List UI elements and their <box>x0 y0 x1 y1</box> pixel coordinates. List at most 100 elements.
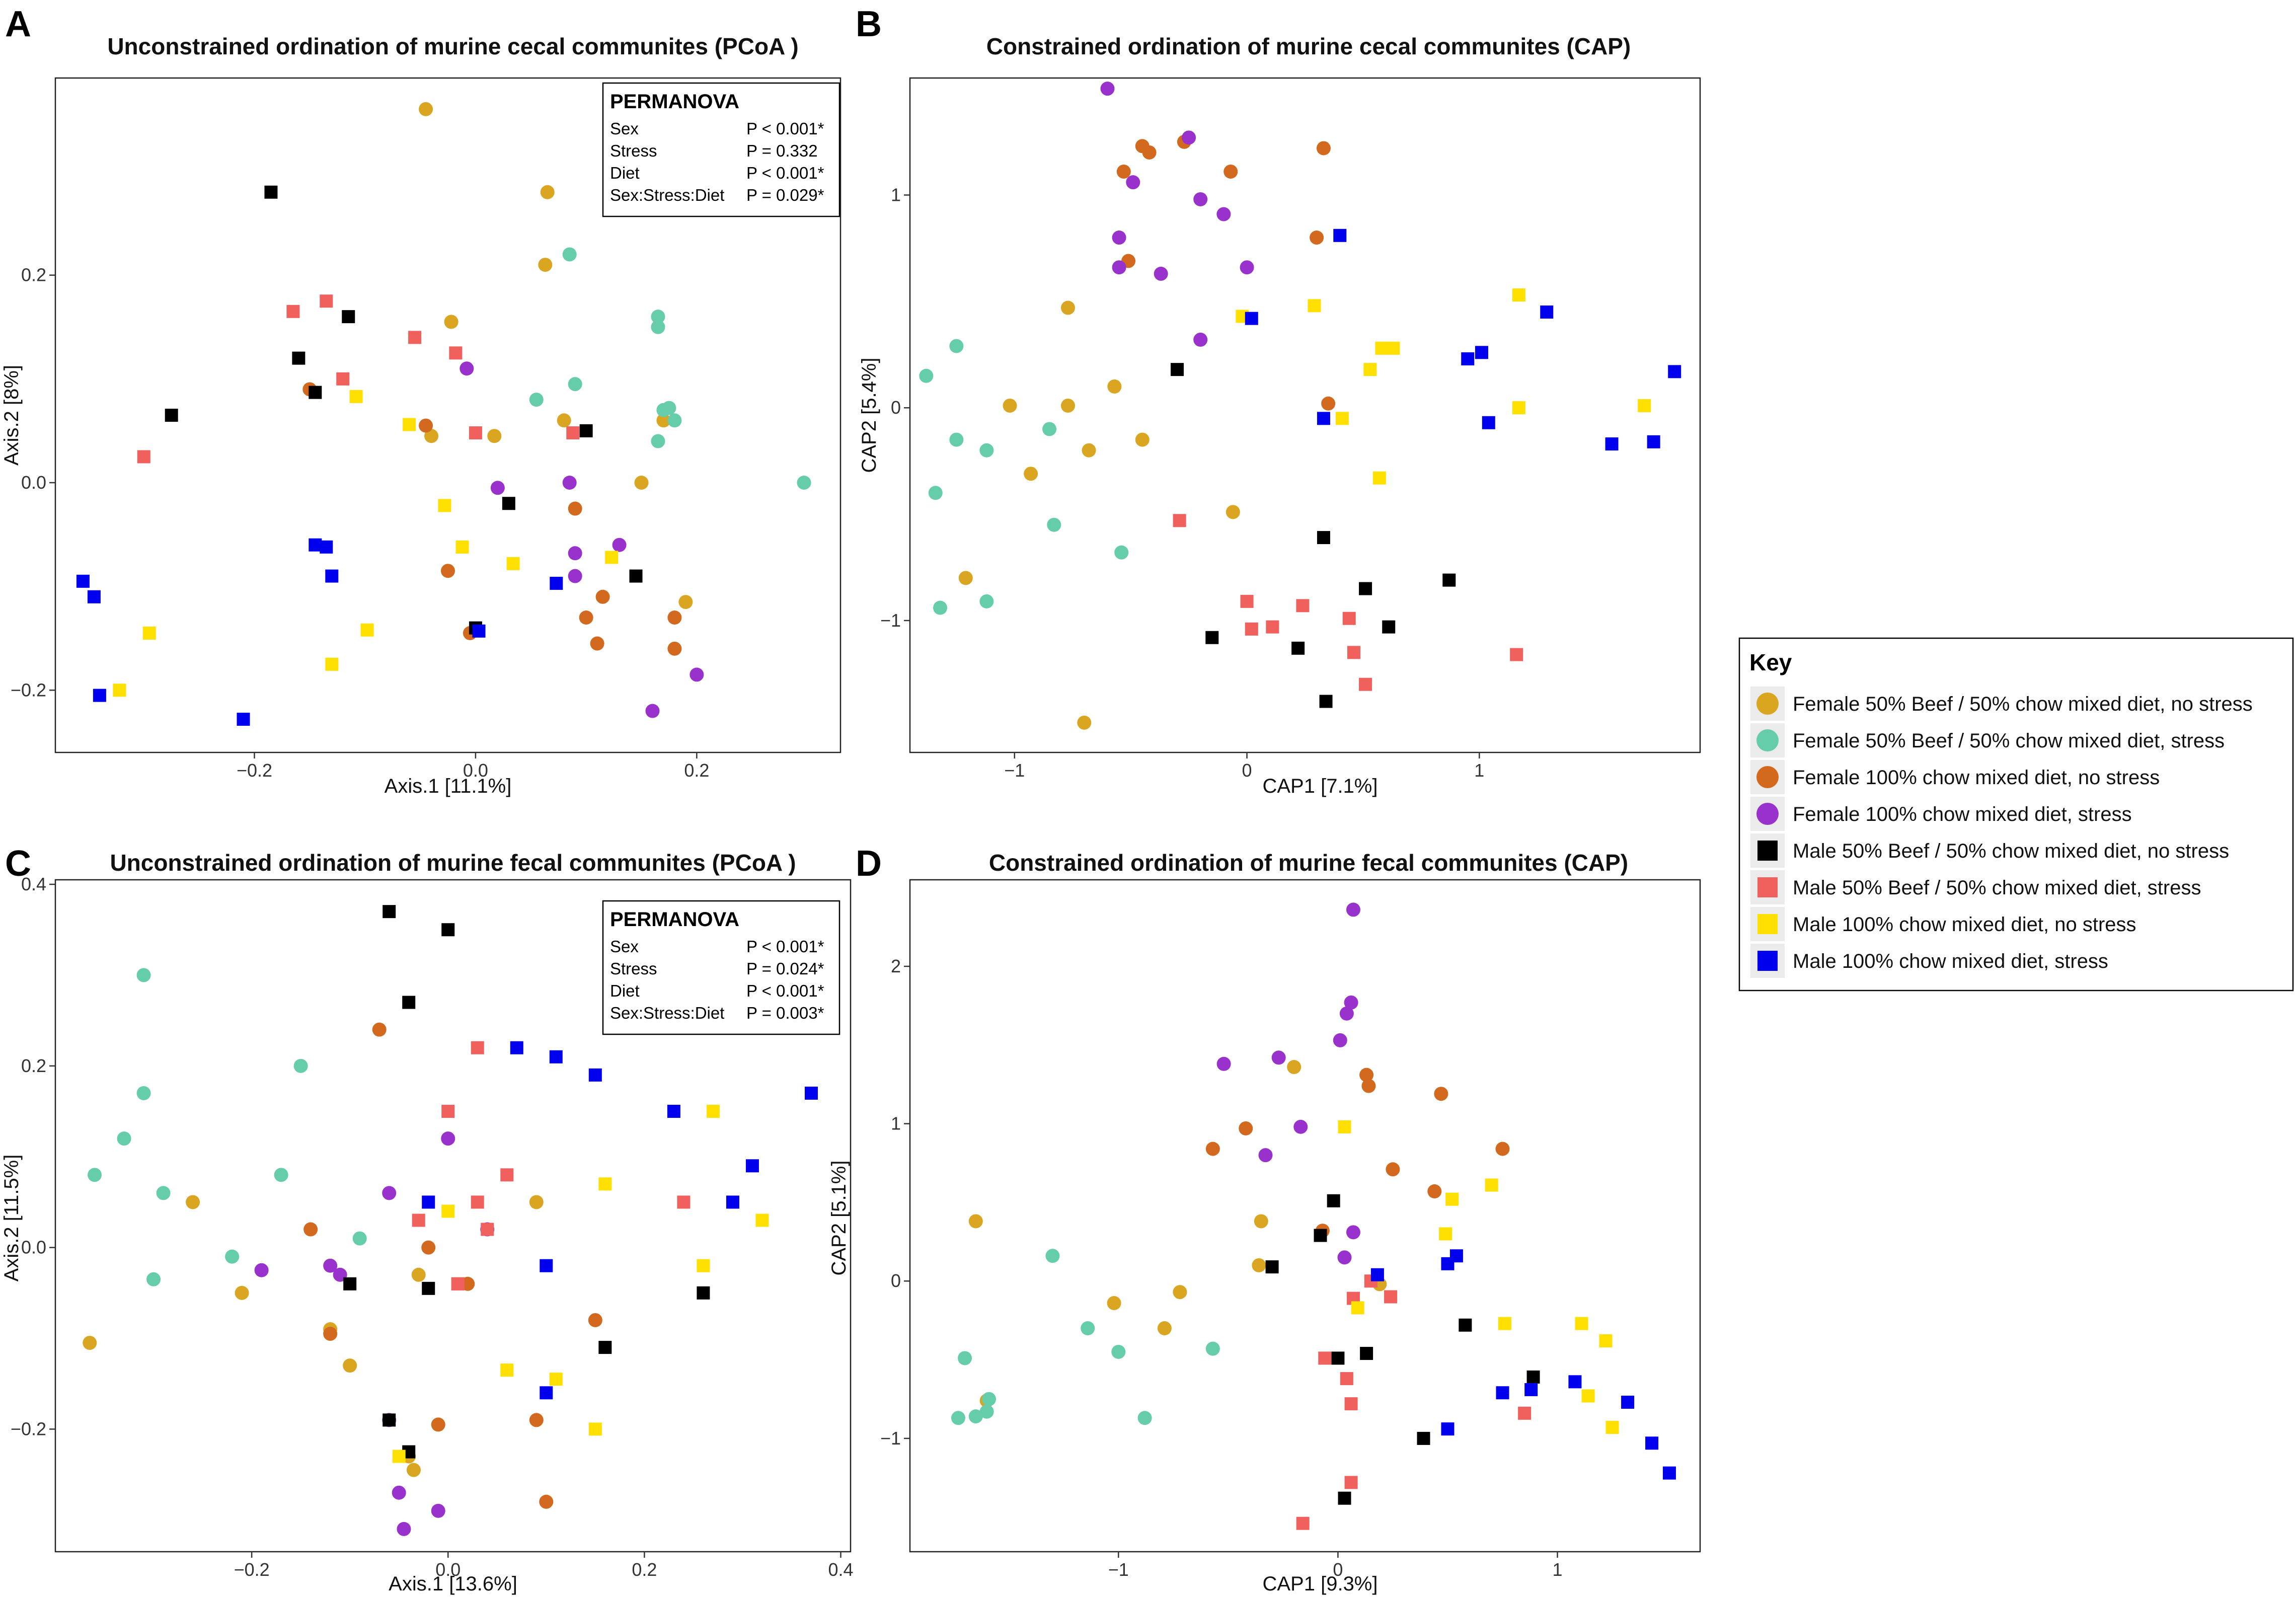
data-point <box>1417 1431 1430 1445</box>
data-point <box>588 1313 602 1327</box>
panel-d: D Constrained ordination of murine fecal… <box>828 844 1701 1595</box>
data-point <box>1638 399 1651 412</box>
data-point <box>1024 467 1038 481</box>
data-point <box>472 624 486 638</box>
data-point <box>309 386 322 399</box>
data-point <box>1333 229 1347 242</box>
data-point <box>444 315 458 329</box>
data-point <box>1271 1050 1286 1065</box>
y-tick-label: 0.4 <box>21 874 46 894</box>
data-point <box>1441 1257 1455 1270</box>
data-point <box>1382 620 1396 634</box>
panel-c-ylabel: Axis.2 [11.5%] <box>1 1155 23 1282</box>
data-point <box>1442 573 1456 587</box>
data-point <box>550 576 563 590</box>
permanova-p: P = 0.029* <box>746 186 824 204</box>
data-point <box>1240 260 1254 275</box>
panel-b-points <box>919 82 1681 730</box>
panel-c-permanova: PERMANOVA Sex P < 0.001* Stress P = 0.02… <box>602 900 840 1035</box>
y-tick-label: −1 <box>880 610 901 631</box>
data-point <box>1193 192 1208 206</box>
permanova-term: Sex <box>610 119 639 138</box>
data-point <box>372 1022 387 1037</box>
panel-b-frame <box>909 77 1701 753</box>
data-point <box>562 476 577 490</box>
legend-label: Female 50% Beef / 50% chow mixed diet, n… <box>1793 693 2253 715</box>
panel-c-letter: C <box>5 844 31 884</box>
data-point <box>605 551 619 564</box>
data-point <box>979 443 994 458</box>
data-point <box>1496 1386 1509 1400</box>
data-point <box>1316 141 1331 156</box>
data-point <box>1314 1229 1327 1242</box>
data-point <box>1363 363 1377 376</box>
panel-a-title: Unconstrained ordination of murine cecal… <box>107 33 798 59</box>
legend-label: Female 100% chow mixed diet, stress <box>1793 803 2132 825</box>
data-point <box>1081 1321 1095 1336</box>
data-point <box>451 1277 465 1290</box>
data-point <box>419 418 433 433</box>
data-point <box>352 1231 367 1246</box>
data-point <box>1042 422 1057 436</box>
data-point <box>1114 545 1129 560</box>
data-point <box>1461 352 1475 365</box>
panel-d-title: Constrained ordination of murine fecal c… <box>989 850 1628 876</box>
data-point <box>1266 620 1279 634</box>
panel-c-ticks: −0.2 0.0 0.2 0.4 −0.2 0.0 0.2 0.4 <box>11 874 854 1580</box>
data-point <box>1510 648 1523 661</box>
x-tick-label: 0 <box>1333 1559 1343 1580</box>
data-point <box>1359 582 1372 595</box>
data-point <box>598 1177 612 1191</box>
data-point <box>422 1281 435 1295</box>
legend-label: Female 50% Beef / 50% chow mixed diet, s… <box>1793 730 2225 752</box>
data-point <box>540 185 555 199</box>
data-point <box>706 1105 720 1118</box>
data-point <box>441 564 455 578</box>
panel-b-ylabel: CAP2 [5.4%] <box>858 357 880 473</box>
data-point <box>1346 1225 1360 1240</box>
data-point <box>540 1259 553 1272</box>
data-point <box>424 429 439 443</box>
data-point <box>667 1105 680 1118</box>
data-point <box>1359 677 1372 691</box>
data-point <box>1116 164 1131 179</box>
data-point <box>325 569 339 583</box>
data-point <box>323 1327 338 1341</box>
y-tick-label: 2 <box>891 956 901 976</box>
data-point <box>1293 1119 1308 1134</box>
data-point <box>113 683 126 697</box>
data-point <box>595 589 610 604</box>
panel-c-title: Unconstrained ordination of murine fecal… <box>110 850 796 876</box>
data-point <box>225 1249 240 1264</box>
data-point <box>1439 1227 1452 1241</box>
permanova-p: P = 0.332 <box>746 141 818 160</box>
data-point <box>1112 231 1126 245</box>
data-point <box>656 413 671 428</box>
data-point <box>392 1485 406 1500</box>
data-point <box>441 1131 455 1146</box>
data-point <box>342 310 355 324</box>
data-point <box>382 905 396 919</box>
panel-a-letter: A <box>5 4 31 44</box>
data-point <box>1384 1290 1398 1304</box>
data-point <box>529 1195 544 1209</box>
data-point <box>392 1450 406 1463</box>
data-point <box>568 569 582 583</box>
legend: Key Female 50% Beef / 50% chow mixed die… <box>1738 637 2294 992</box>
data-point <box>651 320 665 334</box>
legend-swatch <box>1756 803 1779 825</box>
legend-label: Female 100% chow mixed diet, no stress <box>1793 767 2160 789</box>
data-point <box>1077 715 1092 730</box>
data-point <box>1047 517 1061 532</box>
data-point <box>309 538 322 552</box>
data-point <box>1360 1347 1373 1360</box>
panel-b-title: Constrained ordination of murine cecal c… <box>986 33 1631 59</box>
data-point <box>629 569 643 583</box>
data-point <box>667 611 682 625</box>
y-tick-label: −1 <box>880 1428 901 1449</box>
data-point <box>598 1341 612 1354</box>
data-point <box>1205 631 1219 644</box>
panel-c-frame <box>54 879 852 1553</box>
legend-swatch <box>1756 693 1779 715</box>
